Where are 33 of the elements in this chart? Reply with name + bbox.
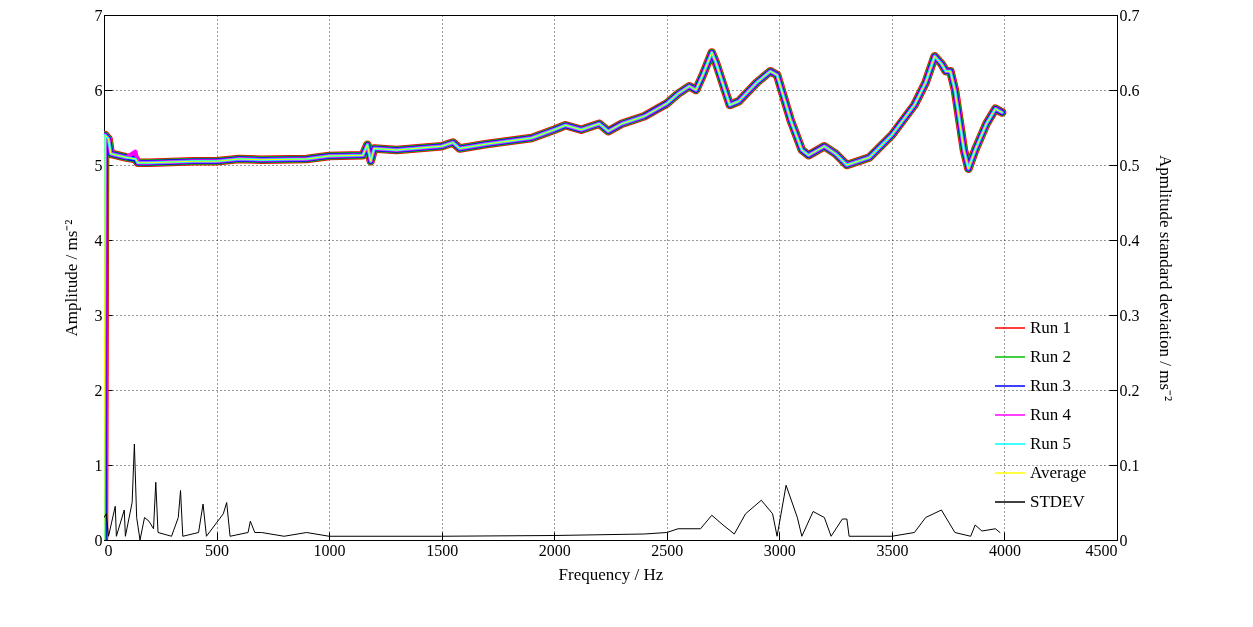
x-tick-label: 3500 [876,541,909,559]
legend-label: Run 2 [1030,347,1072,366]
x-tick-label: 1500 [426,541,459,559]
y2-axis-title: Apmlitude standard deviation / ms⁻² [1155,154,1175,402]
y-tick-label: 6 [94,81,103,99]
y2-tick-label: 0.5 [1119,156,1140,174]
legend-label: Run 4 [1030,405,1072,424]
y-axis-title: Amplitude / ms⁻² [61,219,81,337]
y-tick-label: 2 [94,381,103,399]
legend-label: Average [1030,463,1087,482]
y2-tick-label: 0.3 [1119,306,1140,324]
x-axis-title: Frequency / Hz [558,564,664,584]
y2-tick-label: 0.4 [1119,231,1140,249]
x-tick-label: 4000 [988,541,1021,559]
x-tick-label: 1000 [313,541,346,559]
y-tick-label: 1 [94,456,103,474]
y-tick-label: 3 [94,306,103,324]
x-tick-label: 500 [205,541,230,559]
x-tick-label: 3000 [763,541,796,559]
legend-label: STDEV [1030,492,1086,511]
y2-tick-label: 0.6 [1119,81,1140,99]
legend-label: Run 3 [1030,376,1072,395]
x-tick-label: 2000 [538,541,571,559]
x-tick-label: 4500 [1085,541,1118,559]
y2-tick-label: 0.1 [1119,456,1140,474]
y-tick-label: 5 [94,156,103,174]
y-tick-label: 4 [94,231,103,249]
legend-label: Run 1 [1030,318,1072,337]
y2-tick-label: 0.2 [1119,381,1140,399]
y-tick-label: 7 [94,6,103,24]
legend-label: Run 5 [1030,434,1072,453]
x-tick-label: 2500 [651,541,684,559]
y2-tick-label: 0.7 [1119,6,1140,24]
